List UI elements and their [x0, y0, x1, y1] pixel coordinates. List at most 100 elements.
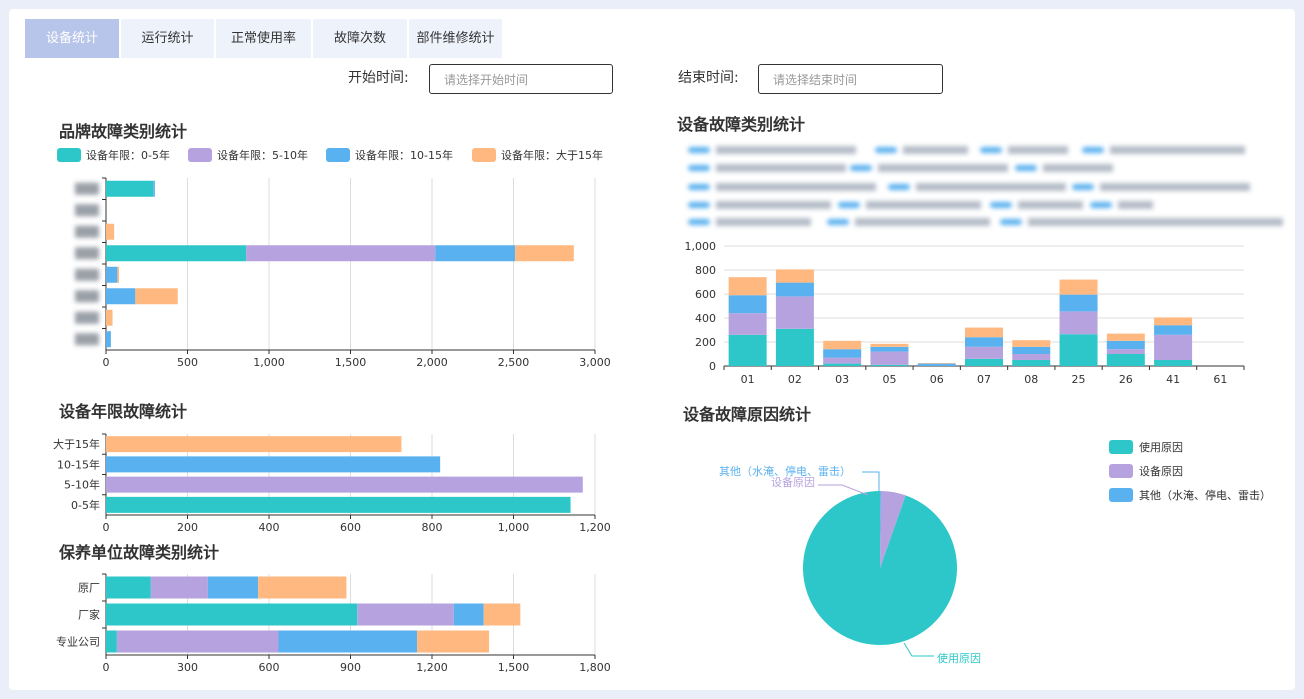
blurred-legend-item: [1072, 183, 1250, 191]
blurred-legend-swatch: [850, 165, 872, 171]
blurred-brand-label: [75, 204, 99, 217]
age-bar: [106, 456, 441, 473]
tab-part-repair-stats[interactable]: 部件维修统计: [409, 19, 502, 58]
x-tick-label: 800: [422, 521, 443, 534]
category-bar-segment: [1059, 294, 1098, 312]
x-tick-label: 2,500: [498, 356, 530, 369]
pie-slice: [880, 491, 881, 568]
brand-bar-segment: [106, 180, 154, 197]
brand-bar-segment: [435, 245, 516, 262]
blurred-legend-text: [916, 183, 1066, 191]
category-bar-segment: [1106, 333, 1145, 341]
pie-label: 其他（水淹、停电、雷击）: [719, 464, 851, 478]
tab-bar: 设备统计 运行统计 正常使用率 故障次数 部件维修统计: [25, 19, 504, 58]
blurred-legend-text: [855, 218, 990, 226]
category-bar-segment: [775, 296, 814, 329]
brand-bar-segment: [106, 266, 118, 283]
maintainer-bar-segment: [453, 603, 484, 626]
x-tick-label: 1,200: [579, 521, 611, 534]
blurred-legend-item: [688, 164, 846, 172]
maintainer-bar-segment: [417, 630, 490, 653]
blurred-legend-swatch: [990, 202, 1012, 208]
legend-swatch: [188, 148, 212, 162]
y-tick-label: 10-15年: [57, 457, 100, 471]
blurred-legend-swatch: [838, 202, 860, 208]
blurred-legend-text: [1100, 183, 1250, 191]
category-bar-segment: [728, 313, 767, 335]
category-bar-segment: [965, 337, 1003, 347]
blurred-legend-swatch: [1015, 165, 1037, 171]
legend-swatch: [472, 148, 496, 162]
age-bar: [106, 436, 402, 453]
blurred-legend-item: [850, 164, 1008, 172]
pie-label-line: [903, 642, 934, 657]
blurred-legend-text: [903, 146, 968, 154]
tab-fault-count[interactable]: 故障次数: [313, 19, 407, 58]
category-bar-segment: [823, 340, 862, 350]
legend-swatch: [57, 148, 81, 162]
age-bar: [106, 476, 583, 493]
maintainer-bar-segment: [357, 603, 454, 626]
x-tick-label: 900: [340, 661, 361, 674]
category-bar-segment: [870, 343, 909, 347]
blurred-legend-text: [1008, 146, 1068, 154]
start-time-input[interactable]: 请选择开始时间: [429, 64, 613, 94]
brand-bar-segment: [515, 245, 574, 262]
blurred-legend-item: [688, 183, 876, 191]
maintainer-bar-segment: [116, 630, 279, 653]
category-bar-segment: [1059, 311, 1098, 335]
category-bar-segment: [1012, 360, 1051, 366]
tab-normal-usage-rate[interactable]: 正常使用率: [216, 19, 311, 58]
x-tick-label: 06: [930, 373, 944, 386]
blurred-brand-label: [75, 247, 99, 260]
y-tick-label: 专业公司: [56, 635, 100, 649]
brand-bar-segment: [246, 245, 436, 262]
blurred-legend-item: [688, 218, 811, 226]
y-tick-label: 5-10年: [64, 478, 100, 492]
legend-label: 设备原因: [1139, 464, 1183, 478]
blurred-legend-swatch: [1090, 202, 1112, 208]
end-time-input[interactable]: 请选择结束时间: [758, 64, 943, 94]
x-tick-label: 1,500: [335, 356, 367, 369]
blurred-legend-swatch: [688, 147, 710, 153]
x-tick-label: 0: [103, 661, 110, 674]
maintainer-bar-segment: [150, 576, 208, 599]
x-tick-label: 26: [1119, 373, 1133, 386]
blurred-legend-swatch: [1082, 147, 1104, 153]
category-bar-segment: [775, 282, 814, 297]
blurred-brand-label: [75, 290, 99, 303]
maintainer-bar-segment: [483, 603, 521, 626]
brand-chart-title: 品牌故障类别统计: [59, 122, 188, 141]
blurred-legend-item: [1015, 164, 1113, 172]
brand-bar-segment: [106, 245, 247, 262]
blurred-legend-item: [980, 146, 1068, 154]
category-bar-segment: [965, 346, 1003, 359]
maintainer-bar-segment: [106, 603, 358, 626]
x-tick-label: 200: [177, 521, 198, 534]
pie-slice: [880, 491, 906, 568]
x-tick-label: 25: [1072, 373, 1086, 386]
blurred-legend-item: [827, 218, 990, 226]
category-bar-segment: [1154, 334, 1193, 360]
maintainer-bar-segment: [207, 576, 259, 599]
start-time-label: 开始时间:: [348, 70, 409, 86]
category-bar-segment: [1154, 317, 1193, 326]
tab-run-stats[interactable]: 运行统计: [121, 19, 214, 58]
legend-swatch: [1109, 488, 1133, 502]
x-tick-label: 1,200: [416, 661, 448, 674]
x-tick-label: 1,800: [579, 661, 611, 674]
brand-bar-segment: [106, 331, 111, 348]
category-bar-segment: [1154, 325, 1193, 335]
category-bar-segment: [965, 327, 1003, 338]
category-bar-segment: [823, 349, 862, 358]
category-bar-segment: [870, 364, 909, 366]
blurred-legend-item: [688, 201, 831, 209]
brand-bar-segment: [106, 288, 136, 305]
blurred-legend-swatch: [1072, 184, 1094, 190]
y-tick-label: 400: [695, 312, 716, 325]
tab-device-stats[interactable]: 设备统计: [25, 19, 119, 58]
maintainer-bar-segment: [258, 576, 347, 599]
category-bar-segment: [728, 277, 767, 296]
blurred-brand-label: [75, 268, 99, 281]
x-tick-label: 03: [835, 373, 849, 386]
